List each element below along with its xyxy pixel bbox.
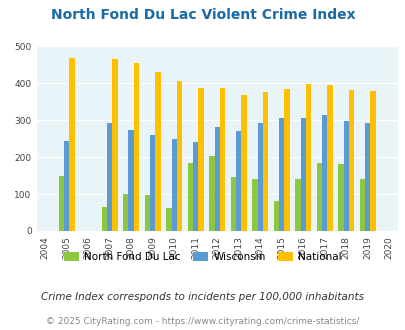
- Bar: [284, 89, 289, 231]
- Bar: [316, 163, 321, 231]
- Bar: [300, 118, 305, 231]
- Bar: [257, 123, 262, 231]
- Bar: [192, 142, 198, 231]
- Bar: [69, 58, 75, 231]
- Text: North Fond Du Lac Violent Crime Index: North Fond Du Lac Violent Crime Index: [51, 8, 354, 22]
- Bar: [241, 95, 246, 231]
- Bar: [321, 115, 327, 231]
- Bar: [214, 127, 220, 231]
- Bar: [171, 139, 177, 231]
- Bar: [155, 72, 160, 231]
- Bar: [166, 208, 171, 231]
- Bar: [305, 84, 311, 231]
- Bar: [198, 87, 203, 231]
- Bar: [337, 164, 343, 231]
- Bar: [262, 92, 268, 231]
- Bar: [177, 81, 182, 231]
- Bar: [343, 121, 348, 231]
- Bar: [64, 141, 69, 231]
- Bar: [364, 123, 369, 231]
- Text: © 2025 CityRating.com - https://www.cityrating.com/crime-statistics/: © 2025 CityRating.com - https://www.city…: [46, 317, 359, 326]
- Bar: [359, 179, 364, 231]
- Legend: North Fond Du Lac, Wisconsin, National: North Fond Du Lac, Wisconsin, National: [60, 248, 345, 266]
- Text: Crime Index corresponds to incidents per 100,000 inhabitants: Crime Index corresponds to incidents per…: [41, 292, 364, 302]
- Bar: [230, 178, 235, 231]
- Bar: [58, 176, 64, 231]
- Bar: [252, 179, 257, 231]
- Bar: [327, 85, 332, 231]
- Bar: [235, 131, 241, 231]
- Bar: [107, 123, 112, 231]
- Bar: [101, 207, 107, 231]
- Bar: [144, 195, 149, 231]
- Bar: [128, 130, 134, 231]
- Bar: [294, 179, 300, 231]
- Bar: [209, 156, 214, 231]
- Bar: [187, 163, 192, 231]
- Bar: [149, 135, 155, 231]
- Bar: [273, 201, 278, 231]
- Bar: [123, 194, 128, 231]
- Bar: [134, 63, 139, 231]
- Bar: [278, 118, 284, 231]
- Bar: [369, 91, 375, 231]
- Bar: [220, 88, 225, 231]
- Bar: [112, 59, 117, 231]
- Bar: [348, 90, 354, 231]
